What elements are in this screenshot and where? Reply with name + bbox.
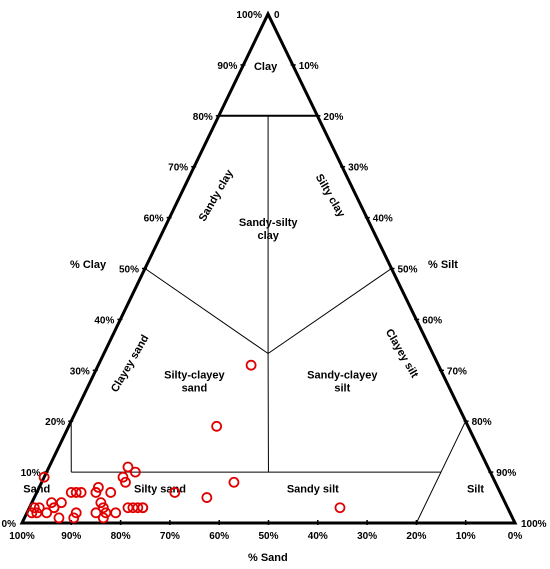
data-point: [132, 502, 144, 514]
data-point: [28, 502, 40, 514]
data-point: [38, 471, 50, 483]
silt-tick-label: 20%: [323, 112, 343, 123]
data-point: [90, 487, 102, 498]
region-label: Sand: [23, 483, 50, 495]
silt-tick-label: 80%: [472, 417, 492, 428]
sand-tick-label: 0%: [508, 531, 523, 542]
region-label: Sandy silt: [287, 483, 339, 495]
sand-tick-label: 10%: [456, 531, 476, 542]
data-point: [211, 420, 223, 432]
data-point: [48, 502, 60, 514]
region-label: Clay: [254, 61, 278, 73]
sand-tick-label: 80%: [111, 531, 131, 542]
clay-tick-label: 70%: [168, 163, 188, 174]
sand-tick-label: 60%: [209, 531, 229, 542]
data-point: [41, 507, 53, 519]
data-point: [117, 471, 129, 483]
data-point: [169, 487, 181, 498]
data-point: [33, 502, 45, 514]
data-point: [245, 359, 257, 371]
silt-tick-label: 30%: [348, 163, 368, 174]
boundary-line: [415, 420, 467, 524]
sand-tick-label: 50%: [258, 531, 278, 542]
region-labels: Clay Sandy clay Silty clay Sandy-silty clay C…: [23, 61, 484, 495]
data-point: [120, 476, 131, 488]
data-point: [56, 497, 67, 509]
data-point: [110, 507, 122, 519]
silt-tick-label: 40%: [373, 214, 393, 225]
silt-tick-label: 50%: [398, 265, 418, 276]
region-label: Sandy-silty clay: [239, 217, 299, 242]
axis-title-sand: % Sand: [248, 552, 288, 564]
data-point: [97, 502, 109, 514]
data-point: [129, 466, 141, 478]
data-point: [334, 502, 346, 514]
silt-tick-label: 90%: [496, 468, 516, 479]
region-label: Silty-clayey sand: [164, 369, 225, 394]
data-point: [201, 492, 213, 503]
region-label: Sandy clay: [197, 167, 237, 224]
clay-tick-label: 30%: [70, 366, 90, 377]
sand-tick-label: 90%: [61, 531, 81, 542]
region-label: Clayey silt: [383, 327, 421, 380]
silt-tick-label: 70%: [447, 366, 467, 377]
data-point: [53, 512, 65, 524]
silt-tick-label: 10%: [299, 61, 319, 72]
tick-labels: 0% 10% 20% 30% 40% 50% 60% 70% 80% 90% 100% 0 10% 20%…: [2, 10, 547, 542]
data-point: [26, 507, 38, 519]
data-point: [70, 507, 82, 519]
data-point: [228, 476, 240, 488]
clay-tick-label: 50%: [119, 265, 139, 276]
silt-tick-label: 0: [274, 10, 280, 21]
axis-title-clay: % Clay: [70, 259, 107, 271]
clay-tick-label: 90%: [217, 61, 237, 72]
region-label: Clayey sand: [109, 333, 151, 395]
data-point: [75, 487, 87, 498]
data-point: [97, 512, 109, 524]
data-point: [92, 481, 104, 493]
region-label: Silty clay: [313, 172, 348, 220]
class-boundaries: [70, 114, 467, 524]
region-label: Silt: [467, 483, 484, 495]
clay-tick-label: 0%: [2, 519, 17, 530]
sand-tick-label: 100%: [9, 531, 35, 542]
data-point: [95, 497, 107, 509]
data-point: [137, 502, 149, 514]
clay-tick-label: 20%: [45, 417, 65, 428]
sand-tick-label: 70%: [160, 531, 180, 542]
boundary-line: [144, 268, 269, 354]
region-label: Silty sand: [134, 483, 186, 495]
sand-tick-label: 30%: [357, 531, 377, 542]
data-point: [105, 487, 117, 498]
clay-tick-label: 80%: [193, 112, 213, 123]
data-points: [26, 359, 346, 524]
axis-title-silt: % Silt: [428, 259, 458, 271]
silt-tick-label: 60%: [422, 315, 442, 326]
clay-tick-label: 60%: [144, 214, 164, 225]
data-point: [122, 461, 134, 473]
clay-tick-label: 100%: [236, 10, 262, 21]
region-label: Sandy-clayey silt: [307, 369, 378, 394]
data-point: [68, 512, 80, 524]
sand-tick-label: 40%: [308, 531, 328, 542]
data-point: [70, 487, 82, 498]
clay-tick-label: 40%: [94, 315, 114, 326]
sand-tick-label: 20%: [406, 531, 426, 542]
boundary-line: [267, 268, 392, 354]
clay-tick-label: 10%: [21, 468, 41, 479]
silt-tick-label: 100%: [521, 519, 547, 530]
